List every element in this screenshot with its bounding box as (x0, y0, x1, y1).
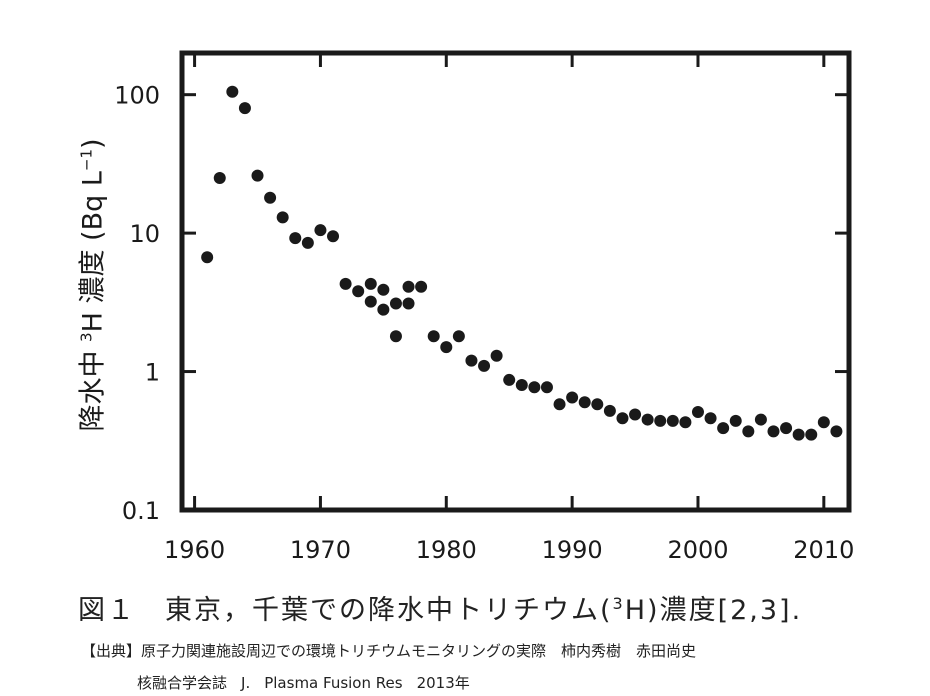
data-point (553, 398, 566, 411)
y-axis-label: 降水中 3H 濃度 (Bq L−1) (77, 138, 109, 432)
source-line-1: 【出典】原子力関連施設周辺での環境トリチウムモニタリングの実際 柿内秀樹 赤田尚… (81, 642, 697, 660)
data-point (679, 416, 692, 429)
data-point (389, 297, 402, 310)
data-point (729, 414, 742, 427)
data-point (352, 285, 365, 298)
data-point (415, 280, 428, 293)
data-point (440, 341, 453, 354)
data-point (339, 277, 352, 290)
data-point (314, 224, 327, 237)
data-point (780, 422, 793, 435)
data-point (264, 191, 277, 204)
data-point (402, 280, 415, 293)
data-point (540, 381, 553, 394)
data-point (830, 425, 843, 438)
x-tick-label: 1970 (290, 536, 351, 564)
data-point (629, 408, 642, 421)
data-point (201, 251, 214, 264)
x-tick-label: 2010 (793, 536, 854, 564)
data-point (717, 422, 730, 435)
data-point (276, 211, 289, 224)
data-point (289, 232, 302, 245)
y-tick-label: 0.1 (122, 497, 160, 525)
data-point (641, 413, 654, 426)
data-point (238, 102, 251, 115)
data-points (201, 85, 843, 441)
journal-abbrev: J. (241, 674, 251, 692)
data-point (805, 428, 818, 441)
y-tick-label: 10 (129, 220, 160, 248)
data-point (226, 85, 239, 98)
data-point (566, 391, 579, 404)
x-tick-label: 1960 (164, 536, 225, 564)
data-point (515, 378, 528, 391)
y-tick-label: 1 (145, 359, 160, 387)
data-point (427, 330, 440, 343)
data-point (327, 230, 340, 243)
data-point (213, 172, 226, 185)
x-tick-label: 2000 (667, 536, 728, 564)
data-point (654, 414, 667, 427)
data-point (817, 416, 830, 429)
data-point (792, 428, 805, 441)
data-point (503, 373, 516, 386)
data-point (767, 425, 780, 438)
y-tick-label: 100 (114, 82, 160, 110)
tritium-scatter-chart: 1960 1970 1980 1990 2000 2010 100 10 1 0.1 (114, 50, 854, 564)
data-point (465, 354, 478, 367)
data-point (389, 330, 402, 343)
data-point (666, 414, 679, 427)
data-point (603, 404, 616, 417)
data-point (364, 277, 377, 290)
data-point (691, 406, 704, 419)
journal-name: 核融合学会誌 (137, 674, 228, 692)
figure-caption: 図１ 東京，千葉での降水中トリチウム(3H)濃度[2,3]. (78, 594, 803, 626)
publication-year: 2013年 (416, 674, 470, 692)
journal-title-en: Plasma Fusion Res (264, 674, 403, 692)
data-point (754, 413, 767, 426)
data-point (528, 381, 541, 394)
plot-frame (179, 50, 852, 513)
data-point (591, 398, 604, 411)
axis-ticks: 1960 1970 1980 1990 2000 2010 100 10 1 0.1 (114, 53, 854, 564)
data-point (377, 283, 390, 296)
data-point (377, 303, 390, 316)
data-point (402, 297, 415, 310)
source-line-2: 核融合学会誌 J. Plasma Fusion Res 2013年 (137, 672, 470, 693)
data-point (616, 412, 629, 425)
data-point (452, 330, 465, 343)
x-tick-label: 1980 (416, 536, 477, 564)
data-point (742, 425, 755, 438)
data-point (301, 236, 314, 249)
data-point (478, 359, 491, 372)
data-point (704, 412, 717, 425)
data-point (578, 396, 591, 409)
data-point (490, 349, 503, 362)
x-tick-label: 1990 (542, 536, 603, 564)
data-point (364, 295, 377, 308)
data-point (251, 169, 264, 182)
